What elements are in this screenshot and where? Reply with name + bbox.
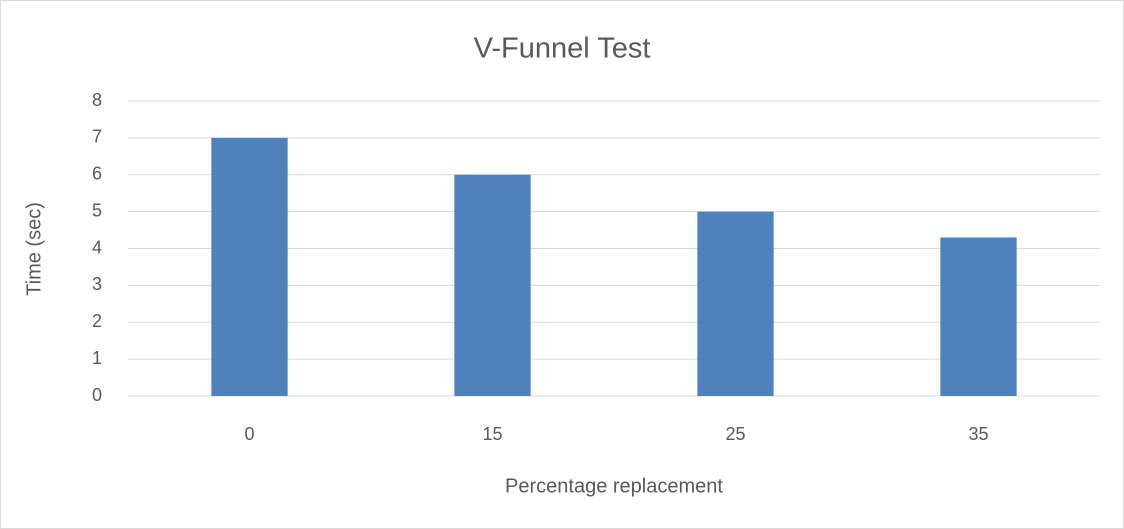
- y-tick-label: 4: [92, 237, 102, 257]
- x-axis-label: Percentage replacement: [505, 475, 723, 497]
- y-tick-label: 1: [92, 348, 102, 368]
- y-tick-label: 7: [92, 127, 102, 147]
- x-tick-label: 15: [482, 424, 502, 444]
- y-tick-label: 0: [92, 385, 102, 405]
- bar: [940, 237, 1017, 396]
- y-tick-label: 3: [92, 274, 102, 294]
- x-tick-label: 25: [725, 424, 745, 444]
- x-tick-label: 35: [968, 424, 988, 444]
- bar: [454, 174, 531, 396]
- chart-title: V-Funnel Test: [474, 33, 651, 65]
- y-tick-label: 5: [92, 200, 102, 220]
- y-tick-label: 8: [92, 90, 102, 110]
- y-axis-label: Time (sec): [23, 202, 45, 296]
- y-tick-label: 6: [92, 164, 102, 184]
- y-tick-label: 2: [92, 311, 102, 331]
- x-tick-label: 0: [244, 424, 254, 444]
- bar: [697, 211, 774, 396]
- bar: [211, 137, 288, 396]
